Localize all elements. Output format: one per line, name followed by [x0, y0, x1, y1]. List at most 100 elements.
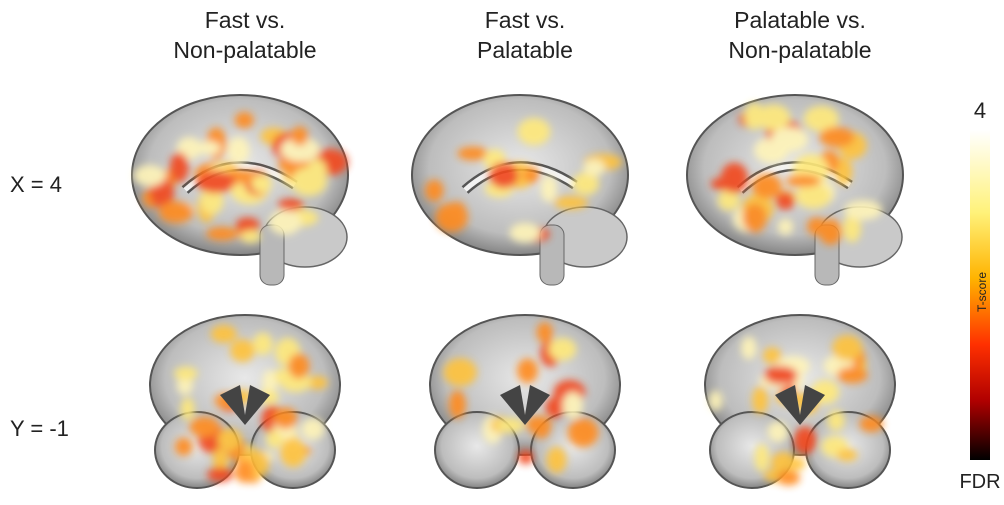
activation-blob — [785, 174, 821, 188]
activation — [133, 111, 348, 243]
activation-blob — [280, 437, 307, 468]
activation-blob — [720, 162, 748, 194]
colorbar-max: 4 — [974, 98, 986, 123]
activation-blob — [548, 337, 577, 361]
activation-blob — [788, 457, 806, 471]
activation-blob — [301, 418, 325, 440]
activation-blob — [196, 141, 221, 155]
activation-blob — [266, 430, 283, 449]
brainstem — [539, 224, 565, 286]
activation-blob — [762, 347, 782, 364]
activation-blob — [227, 136, 250, 165]
activation-blob — [158, 201, 194, 224]
coronal-slice — [429, 314, 621, 489]
activation-blob — [268, 209, 302, 235]
activation-blob — [173, 366, 198, 381]
activation-blob — [793, 426, 817, 455]
activation-blob — [770, 127, 809, 152]
activation — [443, 322, 599, 474]
activation-blob — [206, 226, 238, 241]
activation-blob — [540, 175, 558, 203]
activation-blob — [518, 449, 534, 465]
activation-blob — [834, 157, 853, 186]
activation-blob — [425, 179, 444, 202]
activation-blob — [775, 191, 795, 210]
activation-blob — [827, 409, 845, 431]
activation-blob — [277, 198, 304, 211]
row-label: X = 4 — [10, 172, 62, 197]
activation-blob — [176, 375, 194, 395]
activation-blob — [819, 126, 855, 148]
colorbar-label: T-score — [975, 272, 989, 312]
activation-blob — [291, 126, 309, 146]
activation-blob — [752, 386, 769, 415]
activation-blob — [717, 189, 740, 211]
activation-blob — [567, 417, 599, 448]
activation-blob — [273, 368, 293, 385]
activation-blob — [553, 195, 589, 210]
activation-blob — [235, 217, 260, 233]
activation-blob — [844, 199, 883, 221]
column-title: Palatable vs. — [734, 7, 866, 33]
activation-blob — [832, 334, 863, 361]
column-title: Non-palatable — [728, 37, 871, 63]
activation-blob — [546, 446, 567, 474]
activation-blob — [523, 166, 540, 184]
activation — [710, 102, 883, 245]
brain-panels — [131, 94, 904, 489]
activation-blob — [859, 415, 884, 433]
activation-blob — [234, 111, 254, 129]
activation-blob — [771, 451, 796, 473]
activation-blob — [536, 322, 553, 343]
activation-blob — [572, 172, 600, 196]
sagittal-slice — [686, 94, 904, 286]
activation-blob — [777, 470, 801, 486]
activation-blob — [230, 339, 255, 363]
ventricles — [220, 385, 270, 425]
activation-blob — [562, 392, 583, 419]
activation-blob — [448, 390, 466, 419]
activation-blob — [280, 137, 321, 162]
activation-blob — [288, 353, 310, 379]
activation-blob — [818, 218, 842, 245]
colorbar — [970, 130, 990, 460]
column-title: Palatable — [477, 37, 573, 63]
activation-blob — [708, 390, 723, 411]
sagittal-slice — [411, 94, 629, 286]
colorbar-min: FDR — [959, 471, 1000, 493]
activation-blob — [742, 203, 767, 233]
activation-blob — [273, 407, 298, 430]
activation-blob — [583, 159, 606, 177]
activation-blob — [795, 183, 832, 209]
activation-blob — [217, 428, 243, 451]
activation-blob — [843, 213, 862, 243]
column-title: Fast vs. — [205, 7, 286, 33]
activation — [173, 324, 328, 484]
activation-blob — [836, 366, 868, 384]
activation-blob — [174, 437, 193, 456]
activation-blob — [212, 448, 229, 472]
activation-blob — [180, 397, 195, 421]
activation-blob — [443, 358, 477, 387]
activation-blob — [517, 358, 538, 384]
activation-blob — [754, 443, 770, 472]
ventricles — [500, 385, 550, 425]
activation-blob — [751, 173, 782, 199]
activation-blob — [210, 324, 237, 343]
activation-blob — [305, 375, 328, 390]
activation-blob — [488, 162, 519, 189]
activation-blob — [517, 117, 551, 146]
sagittal-slice — [131, 94, 349, 286]
activation-blob — [545, 396, 566, 419]
activation-blob — [196, 170, 236, 194]
activation-blob — [836, 448, 858, 462]
activation-blob — [253, 332, 273, 356]
activation-blob — [457, 146, 489, 161]
activation-blob — [262, 369, 277, 397]
activation-blob — [756, 104, 791, 131]
activation-blob — [240, 230, 261, 243]
activation-blob — [189, 416, 220, 438]
coronal-slice — [704, 314, 896, 489]
column-title: Non-palatable — [173, 37, 316, 63]
